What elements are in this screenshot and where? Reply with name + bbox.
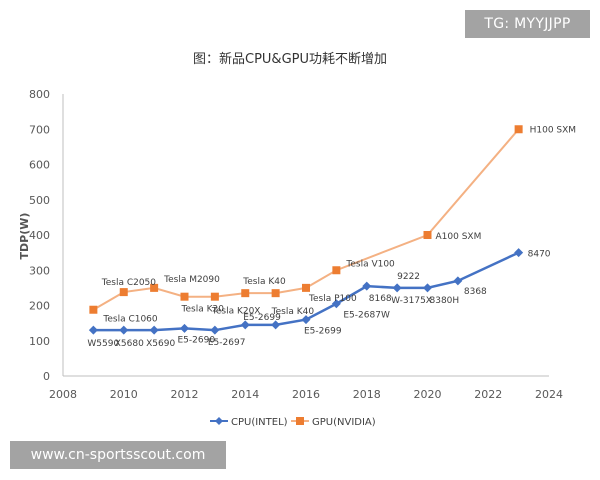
gpu-point (150, 283, 159, 292)
cpu-point-label: E5-2699 (304, 327, 342, 337)
gpu-point-label: A100 SXM (436, 232, 482, 242)
y-tick-label: 200 (29, 300, 50, 313)
gpu-point-label: Tesla K40 (242, 277, 286, 287)
chart-title: 图：新品CPU&GPU功耗不断增加 (193, 51, 387, 67)
x-tick-labels: 2008 2010 2012 2014 2016 2018 2020 2022 2024 (49, 388, 563, 401)
cpu-point-label: X5680 (115, 339, 144, 349)
watermark-site-badge: www.cn-sportsscout.com (10, 441, 226, 469)
gpu-point-label: Tesla V100 (345, 259, 395, 269)
cpu-point (301, 315, 311, 325)
cpu-point (423, 283, 432, 293)
y-tick-label: 0 (43, 370, 50, 383)
gpu-point (302, 283, 310, 292)
x-tick-label: 2020 (414, 388, 442, 401)
x-tick-label: 2016 (292, 388, 320, 401)
gpu-point (180, 292, 189, 301)
gpu-point-label: Tesla P100 (308, 294, 357, 304)
gpu-point-label: Tesla K40 (271, 307, 315, 317)
gpu-point (271, 289, 280, 298)
y-axis-label: TDP(W) (18, 213, 31, 260)
cpu-point (331, 299, 341, 309)
y-tick-label: 800 (29, 88, 50, 101)
gpu-point-label: H100 SXM (530, 125, 576, 135)
cpu-annotation-label: 9222 (397, 272, 420, 282)
cpu-point-label: E5-2699 (243, 313, 281, 323)
gpu-point-label: Tesla K20 (181, 305, 225, 315)
legend-gpu-label: GPU(NVIDIA) (312, 417, 376, 428)
cpu-point (149, 325, 159, 335)
gpu-point-label: Tesla M2090 (163, 275, 220, 285)
cpu-point-label: E5-2697 (208, 338, 246, 348)
gpu-point (119, 288, 128, 297)
cpu-point-label: 8168 (369, 294, 392, 304)
series-markers (88, 125, 524, 335)
gpu-point (89, 305, 98, 314)
cpu-point (210, 325, 220, 335)
y-tick-label: 500 (29, 194, 50, 207)
cpu-point-label: E5-2687W (343, 311, 390, 321)
cpu-point-label: X5690 (146, 339, 175, 349)
cpu-point (271, 320, 281, 330)
cpu-point-label: W5590 (87, 339, 119, 349)
cpu-point (180, 323, 189, 333)
cpu-point-label: 8380H (430, 296, 460, 306)
cpu-point (240, 320, 250, 330)
cpu-point (362, 281, 372, 291)
x-tick-label: 2014 (231, 388, 259, 401)
chart-legend: CPU(INTEL) GPU(NVIDIA) (210, 417, 376, 428)
cpu-point (514, 248, 524, 258)
y-tick-label: 400 (29, 229, 50, 242)
cpu-point (453, 276, 463, 286)
gpu-point (423, 231, 432, 239)
cpu-point-label: E5-2690 (178, 335, 216, 345)
cpu-point-label: 8368 (464, 287, 487, 297)
watermark-tg-badge: TG: MYYJJPP (465, 10, 590, 38)
gpu-point (332, 266, 341, 275)
y-tick-label: 700 (29, 123, 50, 136)
legend-gpu-marker (296, 417, 304, 425)
x-tick-label: 2010 (110, 388, 138, 401)
gpu-point-label: Tesla K20X (211, 307, 261, 317)
gpu-point (514, 125, 523, 134)
gpu-point-label: Tesla C1060 (102, 315, 158, 325)
cpu-series-line (93, 251, 520, 332)
x-tick-label: 2012 (171, 388, 199, 401)
cpu-point (88, 325, 98, 335)
gpu-point-label: Tesla C2050 (101, 278, 157, 288)
legend-cpu-marker (215, 417, 223, 425)
cpu-point-label: W-3175X (391, 296, 432, 306)
y-tick-label: 300 (29, 264, 50, 277)
cpu-point (392, 283, 402, 293)
y-tick-label: 100 (29, 335, 50, 348)
gpu-point (241, 289, 250, 298)
x-tick-label: 2008 (49, 388, 77, 401)
x-tick-label: 2024 (535, 388, 563, 401)
gpu-point (210, 292, 219, 301)
x-tick-label: 2018 (353, 388, 381, 401)
cpu-point-label: 8470 (528, 250, 551, 260)
y-tick-label: 600 (29, 159, 50, 172)
legend-cpu-label: CPU(INTEL) (231, 417, 288, 428)
x-tick-label: 2022 (474, 388, 502, 401)
y-tick-labels: 0 100 200 300 400 500 600 700 800 (29, 88, 50, 383)
cpu-point (119, 325, 129, 335)
